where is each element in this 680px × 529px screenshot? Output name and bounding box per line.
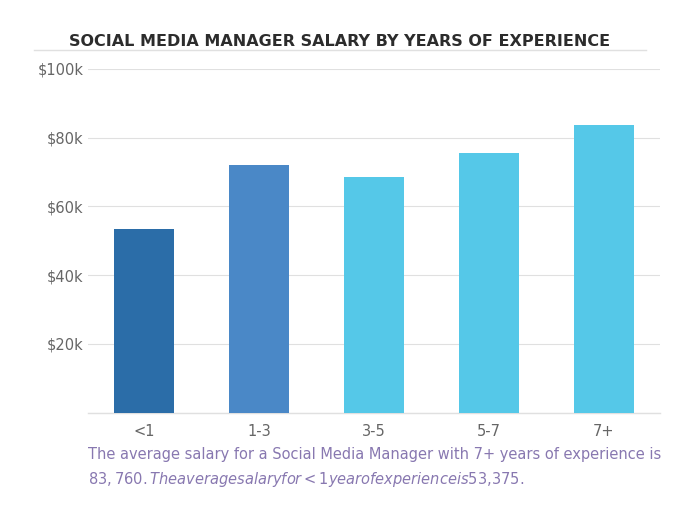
Text: The average salary for a Social Media Manager with 7+ years of experience is
$83: The average salary for a Social Media Ma… (88, 447, 662, 489)
Bar (229, 165, 289, 413)
Bar (114, 229, 174, 413)
Bar (574, 125, 634, 413)
Bar (344, 177, 404, 413)
Text: SOCIAL MEDIA MANAGER SALARY BY YEARS OF EXPERIENCE: SOCIAL MEDIA MANAGER SALARY BY YEARS OF … (69, 34, 611, 49)
Bar (459, 153, 519, 413)
